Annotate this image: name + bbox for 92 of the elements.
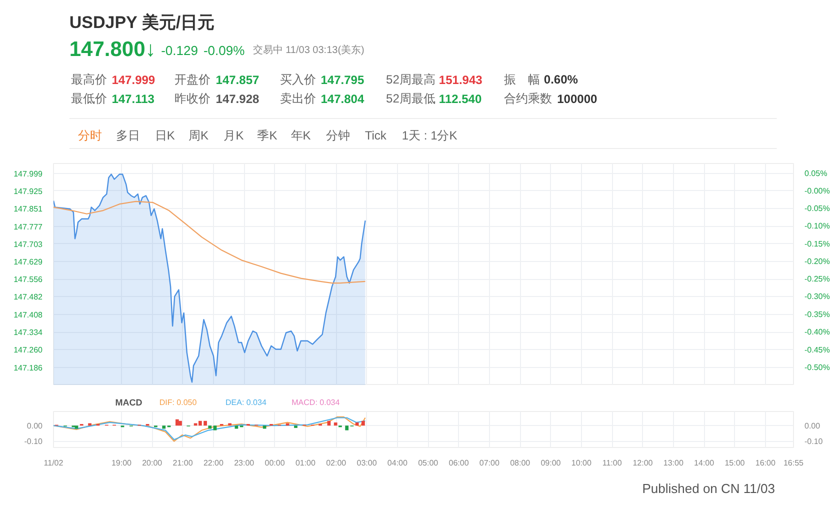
y-tick-label: 147.925 [14,186,44,196]
y-tick-label: 147.556 [14,275,44,284]
y-tick-label: 147.777 [14,222,44,232]
y-tick-label: 147.629 [14,258,44,267]
y2-tick-label: -0.15% [804,239,830,248]
text: 日K [154,128,175,142]
x-tick-label: 11:00 [602,458,622,468]
text: DIF: 0.050 [159,398,198,407]
text: DEA: 0.034 [225,398,267,407]
text: 月K [224,128,244,142]
x-tick-label: 10:00 [571,458,592,468]
x-tick-label: 20:00 [142,458,163,468]
text: 买入价 [280,72,316,86]
x-tick-label: 02:00 [326,458,347,468]
text: 昨收价 [174,92,210,106]
y-tick-label: 147.260 [14,346,44,355]
x-tick-label: 04:00 [387,458,408,468]
text: 100000 [557,92,598,106]
text: 周K [188,128,208,142]
text: 151.943 [438,73,483,87]
y2-tick-label: -0.20% [804,257,830,266]
text: 最低价 [71,92,108,106]
text: 52周最低 [386,92,436,106]
text: 开盘价 [174,72,210,86]
text: 147.857 [216,73,260,87]
text: 0.60% [544,72,578,86]
x-tick-label: 16:55 [783,458,804,468]
y-tick-label: 147.334 [14,328,44,338]
text: 振 幅 [504,72,540,86]
text: MACD [115,398,143,408]
x-tick-label: 15:00 [724,458,746,468]
y2-tick-label: -0.25% [804,274,830,284]
text: MACD: 0.034 [292,398,340,407]
text: 季K [257,128,278,142]
x-tick-label: 23:00 [234,458,255,468]
x-tick-label: 12:00 [632,458,654,468]
y-tick-label: 147.851 [14,204,44,214]
y-tick-label: 147.482 [14,292,44,302]
x-tick-label: 03:00 [356,458,378,468]
text: 年K [290,128,311,142]
text: 147.795 [320,73,364,87]
y2-tick-label: 0.05% [804,168,828,178]
y2-tick-label: -0.10% [804,222,830,231]
x-tick-label: 06:00 [448,458,470,468]
y2-tick-label: 0.00 [804,422,821,431]
y2-tick-label: -0.00% [804,186,830,196]
x-tick-label: 09:00 [540,458,562,468]
text: 交易中 11/03 03:13(美东) [252,44,364,56]
y-tick-label: 147.703 [14,240,44,249]
x-tick-label: 13:00 [663,458,684,468]
y2-tick-label: -0.30% [804,292,830,302]
x-tick-label: 21:00 [172,458,194,468]
y-tick-label: 147.999 [14,169,44,178]
text: 112.540 [438,92,482,106]
text: Published on CN 11/03 [642,481,775,496]
text: 147.928 [216,92,260,106]
text: -0.129 [161,43,198,58]
y2-tick-label: -0.05% [804,204,830,214]
text: 分钟 [326,128,350,142]
y-tick-label: 147.408 [14,310,44,320]
y-tick-label: -0.10 [24,437,44,446]
text: 52周最高 [386,72,436,86]
text: 147.999 [112,73,156,87]
chart-subtitle: 147.800↓ [69,38,156,61]
text: 合约乘数 [504,92,552,106]
text: 1天 : 1分K [402,128,458,142]
x-tick-label: 01:00 [295,458,316,468]
x-tick-label: 08:00 [510,458,531,468]
text: Tick [364,128,388,142]
text: 147.804 [320,92,364,106]
x-tick-label: 19:00 [111,458,132,468]
text: -0.09% [203,43,246,58]
x-tick-label: 05:00 [418,458,439,468]
x-tick-label: 14:00 [694,458,715,468]
x-tick-label: 16:00 [755,458,776,468]
text: 卖出价 [280,92,316,106]
y2-tick-label: -0.35% [804,310,830,320]
y-tick-label: 0.00 [26,422,44,431]
y2-tick-label: -0.40% [804,328,830,337]
y-tick-label: 147.186 [14,363,44,372]
x-tick-label: 22:00 [203,458,224,468]
x-tick-label: 00:00 [264,458,286,468]
y2-tick-label: -0.10 [804,437,824,446]
chart-title: USDJPY 美元/日元 [69,13,215,32]
x-tick-label: 11/02 [44,458,64,468]
text: 最高价 [71,72,108,86]
y2-tick-label: -0.45% [804,345,830,354]
text: 分时 [78,128,102,142]
text: 多日 [116,128,140,142]
x-tick-label: 07:00 [479,458,500,468]
y2-tick-label: -0.50% [804,362,830,372]
text: 147.113 [112,92,155,106]
